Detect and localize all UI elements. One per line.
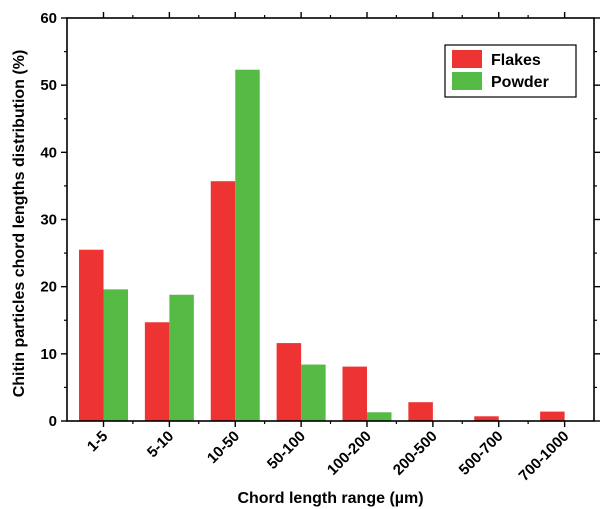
x-tick-label-50-100: 50-100: [264, 428, 309, 473]
bar-powder-100-200: [367, 412, 392, 421]
bar-flakes-50-100: [276, 343, 302, 421]
ticks-layer: [61, 12, 600, 427]
x-axis-title: Chord length range (µm): [237, 490, 423, 507]
bar-powder-50-100: [301, 364, 326, 421]
x-tick-label-5-10: 5-10: [144, 428, 177, 461]
y-tick-label: 40: [40, 144, 57, 161]
y-tick-label: 30: [40, 212, 57, 229]
bar-flakes-100-200: [342, 366, 367, 421]
y-tick-label: 0: [49, 413, 57, 430]
bar-flakes-500-700: [474, 416, 499, 421]
x-tick-label-700-1000: 700-1000: [516, 428, 573, 485]
bar-flakes-200-500: [408, 402, 433, 421]
bar-powder-5-10: [169, 294, 194, 421]
y-tick-label: 10: [40, 346, 57, 363]
bars-layer: [79, 69, 565, 422]
bar-flakes-10-50: [210, 181, 236, 421]
bar-powder-1-5: [103, 289, 128, 421]
bar-flakes-1-5: [79, 249, 104, 421]
legend-label-flakes: Flakes: [491, 52, 541, 69]
y-axis-title: Chitin particles chord lengths distribut…: [11, 50, 28, 398]
y-tick-label: 20: [40, 279, 57, 296]
x-tick-label-500-700: 500-700: [456, 428, 507, 479]
legend-label-powder: Powder: [491, 74, 549, 91]
legend: Flakes Powder: [444, 44, 577, 98]
bar-flakes-5-10: [144, 322, 170, 421]
y-tick-label: 50: [40, 77, 57, 94]
x-tick-label-10-50: 10-50: [204, 428, 243, 467]
bar-powder-10-50: [235, 69, 260, 422]
y-tick-label: 60: [40, 10, 57, 27]
x-tick-label-100-200: 100-200: [324, 428, 375, 479]
bar-flakes-700-1000: [540, 411, 565, 421]
x-tick-label-200-500: 200-500: [390, 428, 441, 479]
legend-swatch-powder: [452, 72, 482, 90]
legend-swatch-flakes: [452, 50, 482, 68]
x-tick-label-1-5: 1-5: [84, 428, 111, 455]
